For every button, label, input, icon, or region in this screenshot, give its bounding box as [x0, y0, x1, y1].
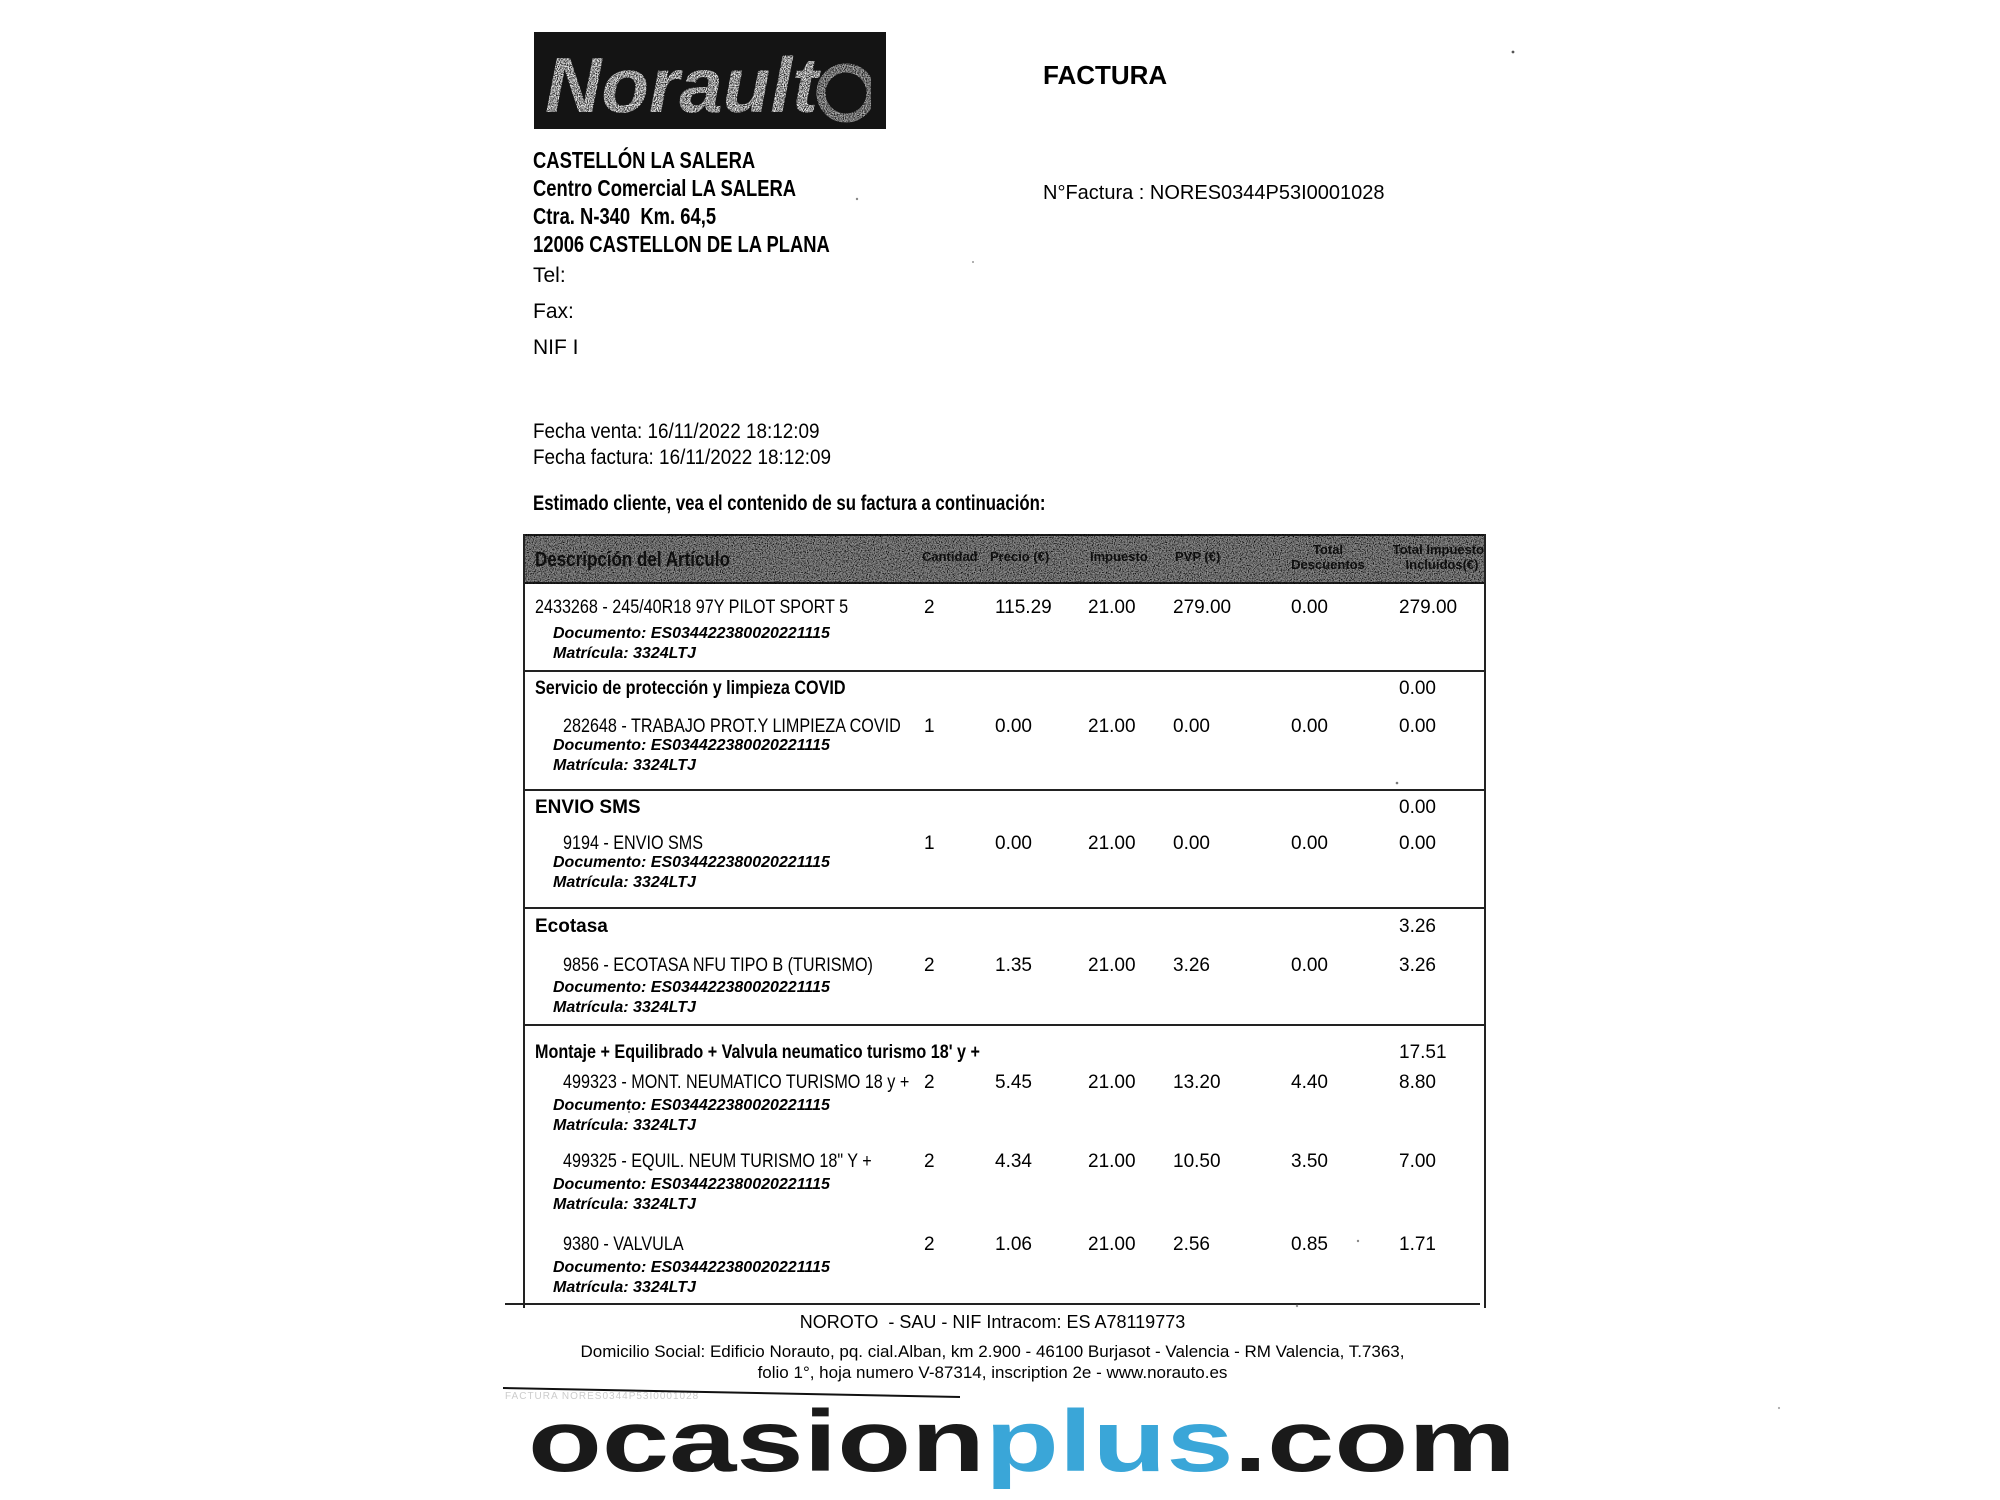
svg-text:Norault: Norault — [545, 41, 821, 129]
